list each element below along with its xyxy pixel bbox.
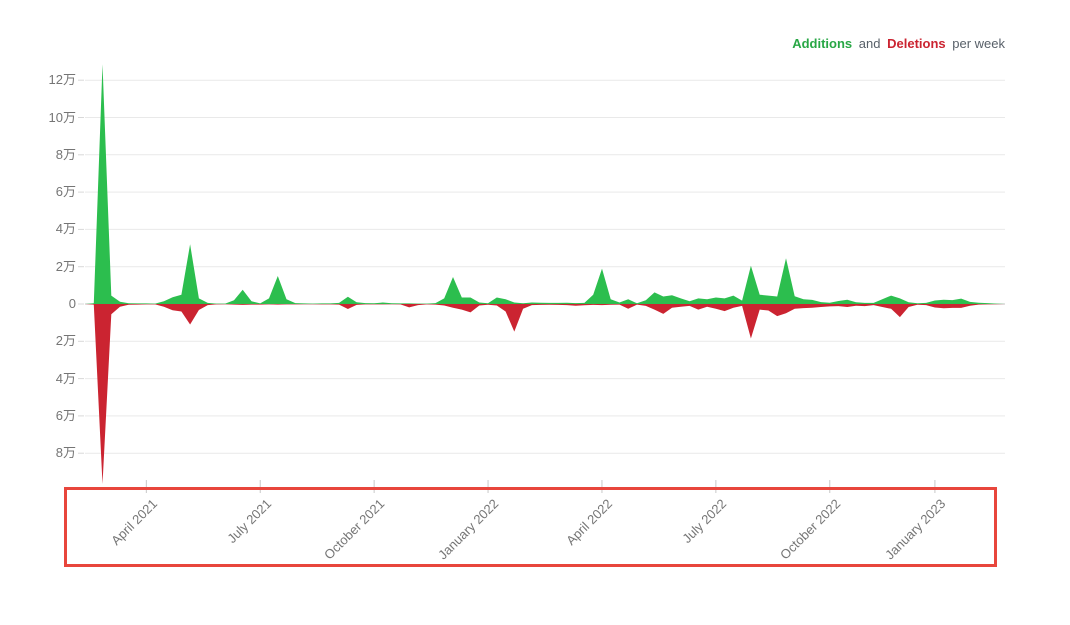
y-axis-label: 12万 (48, 72, 76, 88)
y-axis-label: 0 (68, 296, 76, 311)
legend-additions-label: Additions (792, 36, 853, 51)
chart-legend: Additions and Deletions per week (789, 36, 1005, 51)
legend-and-text: and (858, 36, 881, 51)
additions-area (85, 64, 1005, 304)
deletions-area (85, 304, 1005, 484)
y-axis-label: 10万 (48, 109, 76, 125)
y-axis-label: 8万 (55, 146, 76, 162)
y-axis-label: 4万 (55, 370, 76, 386)
y-axis-label: 8万 (55, 445, 76, 461)
y-axis-label: 2万 (55, 258, 76, 274)
legend-per-week-text: per week (952, 36, 1005, 51)
highlight-rectangle (64, 487, 997, 567)
y-axis-label: 6万 (55, 407, 76, 423)
y-axis-label: 4万 (55, 221, 76, 237)
y-axis-label: 6万 (55, 184, 76, 200)
y-axis-label: 2万 (55, 333, 76, 349)
legend-deletions-label: Deletions (887, 36, 946, 51)
